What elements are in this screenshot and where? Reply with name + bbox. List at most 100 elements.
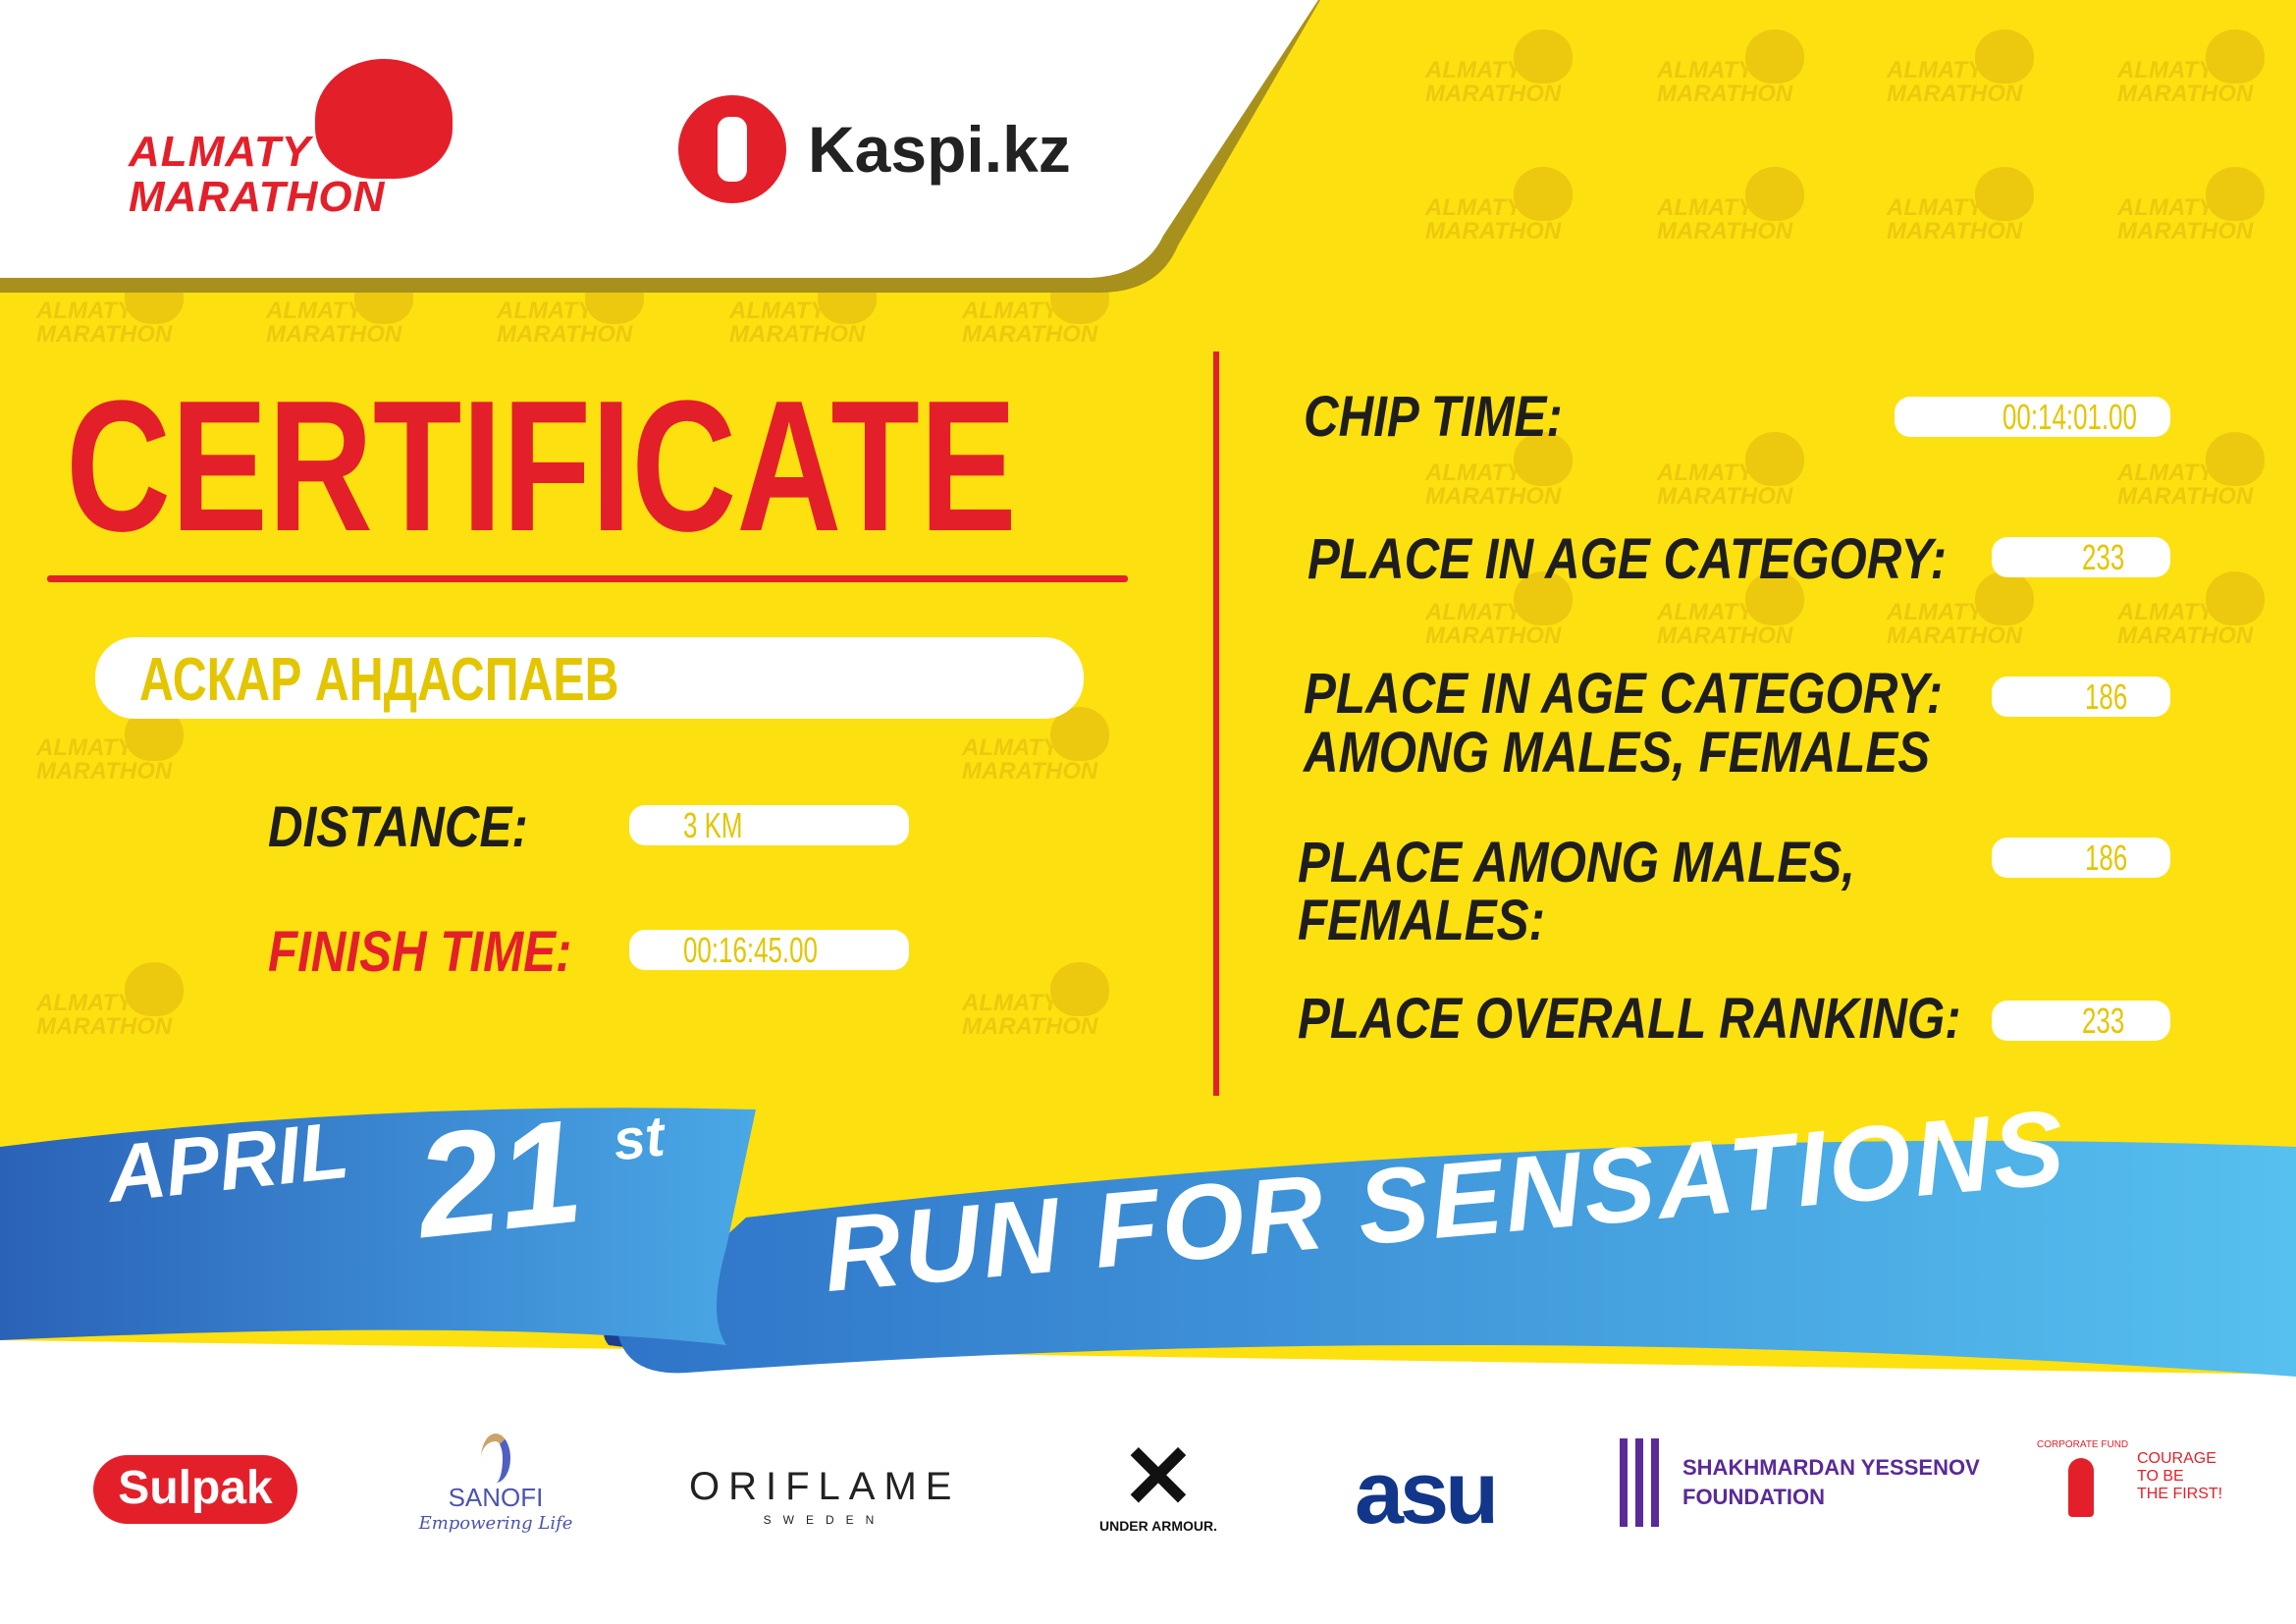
finish-time-label: FINISH TIME: bbox=[268, 920, 572, 984]
watermark-pattern: ALMATY MARATHON ALMATY MARATHON ALMATY MARATH… bbox=[36, 29, 2265, 1040]
watermark-text: ALMATY bbox=[1425, 599, 1522, 625]
watermark-tile: ALMATY MARATHON bbox=[36, 270, 184, 348]
courage-runner-icon bbox=[2068, 1458, 2094, 1517]
logo-line2: MARATHON bbox=[129, 173, 386, 221]
age-category-label: PLACE IN AGE CATEGORY: bbox=[1308, 527, 1948, 591]
watermark-text: ALMATY bbox=[962, 990, 1059, 1016]
age-gender-label-1: PLACE IN AGE CATEGORY: bbox=[1304, 662, 1944, 726]
watermark-tile: ALMATY MARATHON bbox=[1425, 432, 1573, 509]
watermark-tile: ALMATY MARATHON bbox=[36, 962, 184, 1039]
watermark-drop-icon bbox=[1514, 29, 1573, 83]
watermark-drop-icon bbox=[2206, 29, 2265, 83]
watermark-tile: ALMATY MARATHON bbox=[1657, 432, 1804, 509]
runner-drop-icon bbox=[315, 59, 453, 179]
watermark-text: MARATHON bbox=[962, 1013, 1098, 1040]
watermark-drop-icon bbox=[1050, 962, 1109, 1016]
yessenov-icon bbox=[1620, 1438, 1661, 1527]
watermark-text: MARATHON bbox=[1887, 81, 2023, 107]
watermark-drop-icon bbox=[2206, 167, 2265, 221]
finish-time-value: 00:16:45.00 bbox=[683, 930, 818, 970]
watermark-drop-icon bbox=[1975, 167, 2034, 221]
watermark-tile: ALMATY MARATHON bbox=[2117, 432, 2265, 510]
watermark-tile: ALMATY MARATHON bbox=[1887, 29, 2034, 107]
watermark-text: ALMATY bbox=[1657, 194, 1754, 221]
watermark-tile: ALMATY MARATHON bbox=[962, 707, 1109, 785]
date-ribbon bbox=[0, 1108, 2296, 1624]
watermark-text: ALMATY bbox=[36, 734, 133, 761]
watermark-text: MARATHON bbox=[1887, 623, 2023, 649]
under-armour-text: UNDER ARMOUR. bbox=[1098, 1518, 1218, 1534]
watermark-text: MARATHON bbox=[1425, 81, 1562, 107]
age-category-field: 233 bbox=[1992, 537, 2170, 577]
participant-name: АСКАР АНДАСПАЕВ bbox=[139, 646, 619, 714]
watermark-tile: ALMATY MARATHON bbox=[36, 707, 184, 784]
column-divider bbox=[1213, 352, 1219, 1096]
gender-label-2: FEMALES: bbox=[1298, 889, 1545, 952]
watermark-text: MARATHON bbox=[36, 321, 173, 348]
yessenov-logo: SHAKHMARDAN YESSENOV FOUNDATION bbox=[1620, 1438, 1980, 1527]
watermark-text: ALMATY bbox=[1657, 57, 1754, 83]
watermark-text: ALMATY bbox=[1425, 194, 1522, 221]
watermark-text: MARATHON bbox=[2117, 623, 2254, 649]
watermark-tile: ALMATY MARATHON bbox=[1425, 29, 1573, 107]
distance-value: 3 KM bbox=[683, 805, 743, 845]
watermark-text: ALMATY bbox=[1425, 57, 1522, 83]
watermark-drop-icon bbox=[1745, 432, 1804, 486]
watermark-drop-icon bbox=[2206, 432, 2265, 486]
watermark-text: ALMATY bbox=[1887, 599, 1984, 625]
age-gender-value: 186 bbox=[2085, 677, 2128, 717]
watermark-text: MARATHON bbox=[266, 321, 402, 348]
sanofi-logo: SANOFI Empowering Life bbox=[407, 1434, 584, 1536]
watermark-drop-icon bbox=[1745, 167, 1804, 221]
overall-ranking-label: PLACE OVERALL RANKING: bbox=[1298, 987, 1961, 1051]
participant-name-field: АСКАР АНДАСПАЕВ bbox=[95, 637, 1084, 719]
watermark-text: ALMATY bbox=[2117, 194, 2215, 221]
watermark-text: MARATHON bbox=[1425, 218, 1562, 244]
watermark-text: MARATHON bbox=[962, 758, 1098, 785]
watermark-tile: ALMATY MARATHON bbox=[2117, 167, 2265, 244]
watermark-text: MARATHON bbox=[962, 321, 1098, 348]
watermark-tile: ALMATY MARATHON bbox=[266, 270, 413, 348]
watermark-text: ALMATY bbox=[1887, 57, 1984, 83]
header-panel bbox=[0, 0, 1320, 293]
date-suffix: st bbox=[610, 1104, 667, 1173]
oriflame-sub: SWEDEN bbox=[763, 1513, 886, 1527]
sanofi-text: SANOFI bbox=[448, 1483, 544, 1512]
almaty-marathon-logo: ALMATY MARATHON bbox=[129, 59, 453, 231]
finish-time-field: 00:16:45.00 bbox=[629, 930, 909, 970]
yessenov-line2: FOUNDATION bbox=[1682, 1485, 1826, 1509]
watermark-text: ALMATY bbox=[1425, 460, 1522, 486]
watermark-drop-icon bbox=[1050, 707, 1109, 761]
watermark-drop-icon bbox=[1975, 29, 2034, 83]
watermark-tile: ALMATY MARATHON bbox=[962, 962, 1109, 1040]
age-gender-label-2: AMONG MALES, FEMALES bbox=[1304, 721, 1931, 785]
distance-field: 3 KM bbox=[629, 805, 909, 845]
watermark-drop-icon bbox=[125, 962, 184, 1016]
watermark-tile: ALMATY MARATHON bbox=[1657, 571, 1804, 649]
watermark-text: MARATHON bbox=[1657, 81, 1793, 107]
gender-value: 186 bbox=[2085, 838, 2128, 878]
watermark-text: MARATHON bbox=[2117, 81, 2254, 107]
watermark-tile: ALMATY MARATHON bbox=[2117, 29, 2265, 107]
watermark-drop-icon bbox=[1514, 167, 1573, 221]
overall-ranking-value: 233 bbox=[2082, 1001, 2125, 1041]
watermark-text: ALMATY bbox=[36, 990, 133, 1016]
watermark-text: ALMATY bbox=[962, 298, 1059, 324]
watermark-text: ALMATY bbox=[2117, 599, 2215, 625]
courage-line3: THE FIRST! bbox=[2137, 1486, 2223, 1502]
kaspi-icon bbox=[678, 95, 786, 203]
watermark-tile: ALMATY MARATHON bbox=[1657, 29, 1804, 107]
distance-label: DISTANCE: bbox=[268, 795, 528, 859]
watermark-text: MARATHON bbox=[1657, 623, 1793, 649]
watermark-drop-icon bbox=[1745, 571, 1804, 625]
watermark-text: ALMATY bbox=[1657, 599, 1754, 625]
watermark-text: MARATHON bbox=[2117, 483, 2254, 510]
sanofi-tagline: Empowering Life bbox=[418, 1513, 573, 1534]
date-day: 21 bbox=[408, 1087, 590, 1270]
watermark-text: MARATHON bbox=[729, 321, 866, 348]
watermark-tile: ALMATY MARATHON bbox=[1425, 167, 1573, 244]
age-category-value: 233 bbox=[2082, 537, 2125, 577]
asu-logo: asu bbox=[1355, 1444, 1499, 1543]
kaspi-logo: Kaspi.kz bbox=[678, 95, 1071, 203]
watermark-tile: ALMATY MARATHON bbox=[2117, 571, 2265, 649]
